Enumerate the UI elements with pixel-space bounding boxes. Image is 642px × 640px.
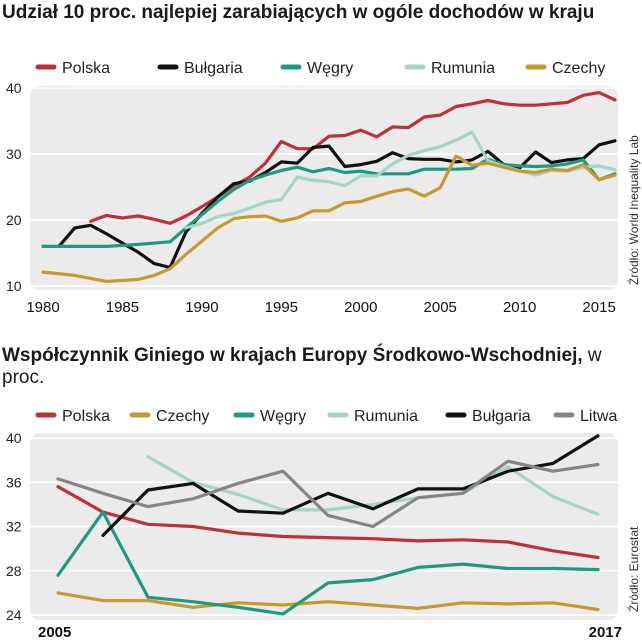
x-tick-label: 2015 xyxy=(582,299,615,316)
legend-label: Bułgaria xyxy=(472,408,531,425)
legend-item-czechy: Czechy xyxy=(129,408,209,425)
x-tick-label: 2005 xyxy=(38,624,71,640)
legend-item-polska: Polska xyxy=(35,60,110,77)
y-tick-label: 28 xyxy=(6,563,22,579)
legend-item-wegry: Węgry xyxy=(233,408,306,425)
chart1-series xyxy=(41,91,617,283)
chart2-title-main: Współczynnik Giniego w krajach Europy Śr… xyxy=(2,345,583,366)
y-tick-label: 30 xyxy=(6,146,22,162)
series-line-polska xyxy=(56,485,600,560)
x-tick-label: 2017 xyxy=(589,624,622,640)
y-tick-label: 10 xyxy=(6,278,22,294)
series-line-litwa xyxy=(56,459,600,529)
chart2-source: Źródło: Eurostat xyxy=(626,526,641,612)
chart1-source: Źródło: World Inequality Lab xyxy=(626,135,641,285)
chart1-legend: Polska Bułgaria Węgry Rumunia Czechy xyxy=(35,60,605,77)
chart1-x-axis: 1980 1985 1990 1995 2000 2005 2010 2015 xyxy=(26,299,615,316)
x-tick-label: 2010 xyxy=(503,299,536,316)
legend-label: Polska xyxy=(62,60,110,77)
chart2-y-axis: 24 28 32 36 40 xyxy=(6,430,22,623)
x-tick-label: 1985 xyxy=(106,299,139,316)
chart2-title: Współczynnik Giniego w krajach Europy Śr… xyxy=(2,345,622,389)
chart2-series xyxy=(56,434,600,616)
legend-item-bulgaria: Bułgaria xyxy=(157,60,243,77)
y-tick-label: 32 xyxy=(6,519,22,535)
x-tick-label: 2005 xyxy=(424,299,457,316)
legend-label: Węgry xyxy=(307,60,353,77)
series-line-wegry xyxy=(56,510,600,616)
legend-item-polska: Polska xyxy=(35,408,110,425)
x-tick-label: 1995 xyxy=(265,299,298,316)
series-line-rumunia xyxy=(184,130,617,230)
y-tick-label: 20 xyxy=(6,212,22,228)
series-line-czechy xyxy=(56,591,600,612)
chart1-y-axis: 10 20 30 40 xyxy=(6,80,22,294)
series-line-bulgaria xyxy=(101,434,600,537)
legend-item-litwa: Litwa xyxy=(553,408,617,425)
y-tick-label: 40 xyxy=(6,430,22,446)
x-tick-label: 1980 xyxy=(26,299,59,316)
legend-item-wegry: Węgry xyxy=(280,60,353,77)
chart2-legend: Polska Czechy Węgry Rumunia Bułgaria Litwa xyxy=(35,408,617,425)
legend-label: Rumunia xyxy=(431,60,495,77)
chart1-plot-area xyxy=(30,86,618,290)
legend-item-rumunia: Rumunia xyxy=(404,60,495,77)
series-line-wegry xyxy=(41,157,617,248)
series-line-czechy xyxy=(41,154,617,283)
y-tick-label: 36 xyxy=(6,474,22,490)
chart1-title: Udział 10 proc. najlepiej zarabiających … xyxy=(2,2,595,23)
chart2-grid xyxy=(30,437,618,616)
legend-label: Rumunia xyxy=(354,408,418,425)
x-tick-label: 2000 xyxy=(344,299,377,316)
legend-label: Bułgaria xyxy=(184,60,243,77)
chart2-x-axis: 2005 2017 xyxy=(38,624,622,640)
legend-label: Czechy xyxy=(552,60,605,77)
chart1-grid xyxy=(30,87,618,287)
chart2-title-suffix: w proc. xyxy=(2,345,602,388)
legend-label: Czechy xyxy=(156,408,209,425)
series-line-rumunia xyxy=(146,455,600,516)
legend-label: Litwa xyxy=(580,408,617,425)
legend-item-czechy: Czechy xyxy=(525,60,605,77)
legend-item-rumunia: Rumunia xyxy=(327,408,418,425)
y-tick-label: 40 xyxy=(6,80,22,96)
x-tick-label: 1990 xyxy=(185,299,218,316)
y-tick-label: 24 xyxy=(6,607,22,623)
legend-label: Węgry xyxy=(260,408,306,425)
legend-item-bulgaria: Bułgaria xyxy=(445,408,531,425)
series-line-polska xyxy=(89,91,617,225)
legend-label: Polska xyxy=(62,408,110,425)
chart1: Polska Bułgaria Węgry Rumunia Czechy 10 20 30 4… xyxy=(6,60,641,316)
